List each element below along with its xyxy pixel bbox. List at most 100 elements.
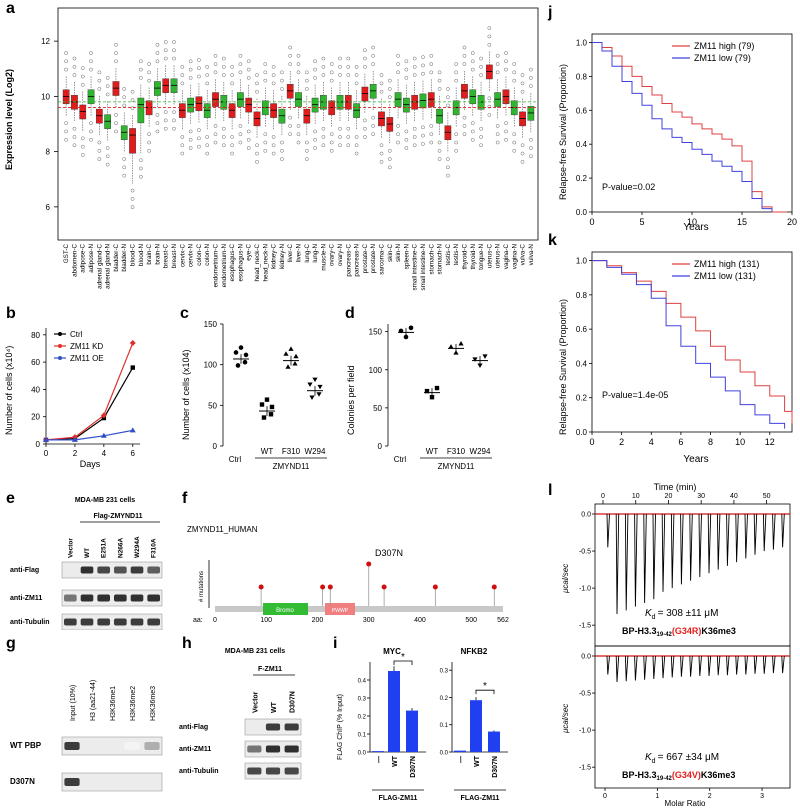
tissue-label: adipose-N	[88, 244, 95, 273]
panel-i-label: i	[333, 635, 338, 652]
outlier	[246, 146, 251, 150]
data-point	[243, 352, 249, 358]
blot-h-0-band	[284, 723, 299, 731]
box-adipose-C	[79, 104, 87, 120]
tissue-label: breast-C	[163, 244, 170, 269]
outlier	[221, 64, 226, 69]
outlier	[288, 53, 293, 58]
outlier	[205, 64, 210, 69]
box-prostate-N	[369, 84, 377, 99]
aa-tick-label: 562	[497, 617, 509, 624]
itc-peak	[753, 655, 758, 674]
outlier	[512, 148, 517, 153]
tissue-label: uterus-C	[486, 244, 493, 269]
sig-bracket	[393, 660, 413, 665]
ytick-label: 0.1	[440, 723, 449, 729]
itc-top-annotation: Kd = 308 ±11 μM BP-H3.319-42(G34R)K36me3	[622, 608, 736, 638]
outlier	[462, 53, 467, 58]
outlier	[180, 73, 185, 77]
xtick-label: 6	[678, 437, 683, 447]
panel-e-western-blot: MDA-MB 231 cells Flag-ZMYND11 Vector WT E2…	[10, 497, 163, 630]
outlier	[97, 157, 102, 161]
lollipop-head	[258, 584, 264, 590]
outlier	[180, 81, 185, 86]
outlier	[155, 121, 160, 126]
lane-label: WT	[84, 548, 91, 558]
outlier	[89, 51, 93, 55]
outlier	[379, 89, 384, 94]
outlier	[180, 151, 185, 156]
itc-peak	[762, 513, 767, 552]
outlier	[387, 157, 392, 161]
ytick-label: -1.5	[579, 623, 591, 630]
ytick-label: 150	[204, 320, 218, 329]
blot-h-0-band	[265, 723, 281, 731]
lane-label: WT	[271, 701, 278, 713]
bar-MYC-0	[372, 751, 384, 752]
group-label: D307N	[410, 756, 417, 778]
tissue-label: tongue-N	[478, 244, 485, 270]
panel-g-pulldown: Input (10%) H3 (aa21-44) H3K36me1 H3K36me2 H…	[10, 680, 163, 792]
lollipop-head	[366, 561, 372, 567]
outlier	[130, 196, 135, 201]
outlier	[371, 62, 376, 66]
panel-l-time-label: Time (min)	[654, 482, 697, 492]
outlier	[454, 132, 459, 137]
outlier	[72, 73, 77, 77]
outlier	[221, 143, 226, 148]
lane-label: H3K36me1	[110, 686, 117, 721]
svg-text:BP-H3.319-42(G34R)K36me3: BP-H3.319-42(G34R)K36me3	[622, 626, 736, 638]
outlier	[446, 95, 450, 100]
outlier	[354, 81, 359, 86]
ytick-label: 0.1	[358, 733, 367, 739]
tissue-label: lung-N	[312, 244, 319, 263]
blot-e-2-band	[114, 618, 127, 626]
time-tick-label: 20	[665, 493, 673, 500]
itc-peak	[698, 513, 702, 578]
group-label: —	[376, 756, 383, 763]
outlier	[230, 73, 234, 77]
data-point	[293, 353, 299, 359]
outlier	[130, 205, 135, 209]
data-point	[434, 385, 440, 391]
outlier	[80, 153, 85, 157]
time-tick-label: 50	[763, 493, 771, 500]
outlier	[288, 124, 293, 128]
outlier	[238, 124, 243, 128]
outlier	[263, 132, 268, 137]
outlier	[130, 188, 135, 193]
box-ovary-N	[336, 95, 344, 110]
lane-label: D307N	[290, 691, 297, 713]
aa-tick-label: 200	[312, 617, 324, 624]
outlier	[429, 124, 434, 128]
row-label: anti-Flag	[179, 724, 208, 731]
blot-e-2-band	[80, 618, 94, 626]
lane-label: H3K36me2	[130, 686, 137, 721]
box-blood-C	[129, 128, 136, 154]
panel-e-label: e	[6, 490, 15, 507]
outlier	[346, 73, 351, 77]
box-adrenal gland-N	[104, 114, 111, 129]
data-point	[317, 384, 323, 390]
outlier	[329, 70, 334, 75]
itc-peak	[716, 655, 721, 676]
outlier	[404, 76, 409, 80]
blot-g-0-band	[124, 742, 140, 750]
outlier	[363, 48, 367, 53]
box-head_neck-C	[253, 111, 261, 127]
box-thyroid-N	[469, 89, 477, 105]
outlier	[114, 129, 118, 134]
box-brain-N	[154, 81, 161, 96]
outlier	[446, 103, 450, 108]
tissue-label: cervix-N	[188, 244, 195, 268]
itc-peak	[707, 655, 712, 677]
ytick-label: 0.0	[576, 208, 588, 217]
box-eye-C	[245, 97, 253, 113]
blot-e-1-band	[130, 594, 144, 602]
outlier	[180, 135, 185, 139]
outlier	[462, 45, 467, 50]
xtick-label: 5	[639, 217, 644, 227]
outlier	[255, 151, 259, 156]
ytick-label: 0.6	[576, 325, 588, 334]
outlier	[172, 126, 176, 131]
